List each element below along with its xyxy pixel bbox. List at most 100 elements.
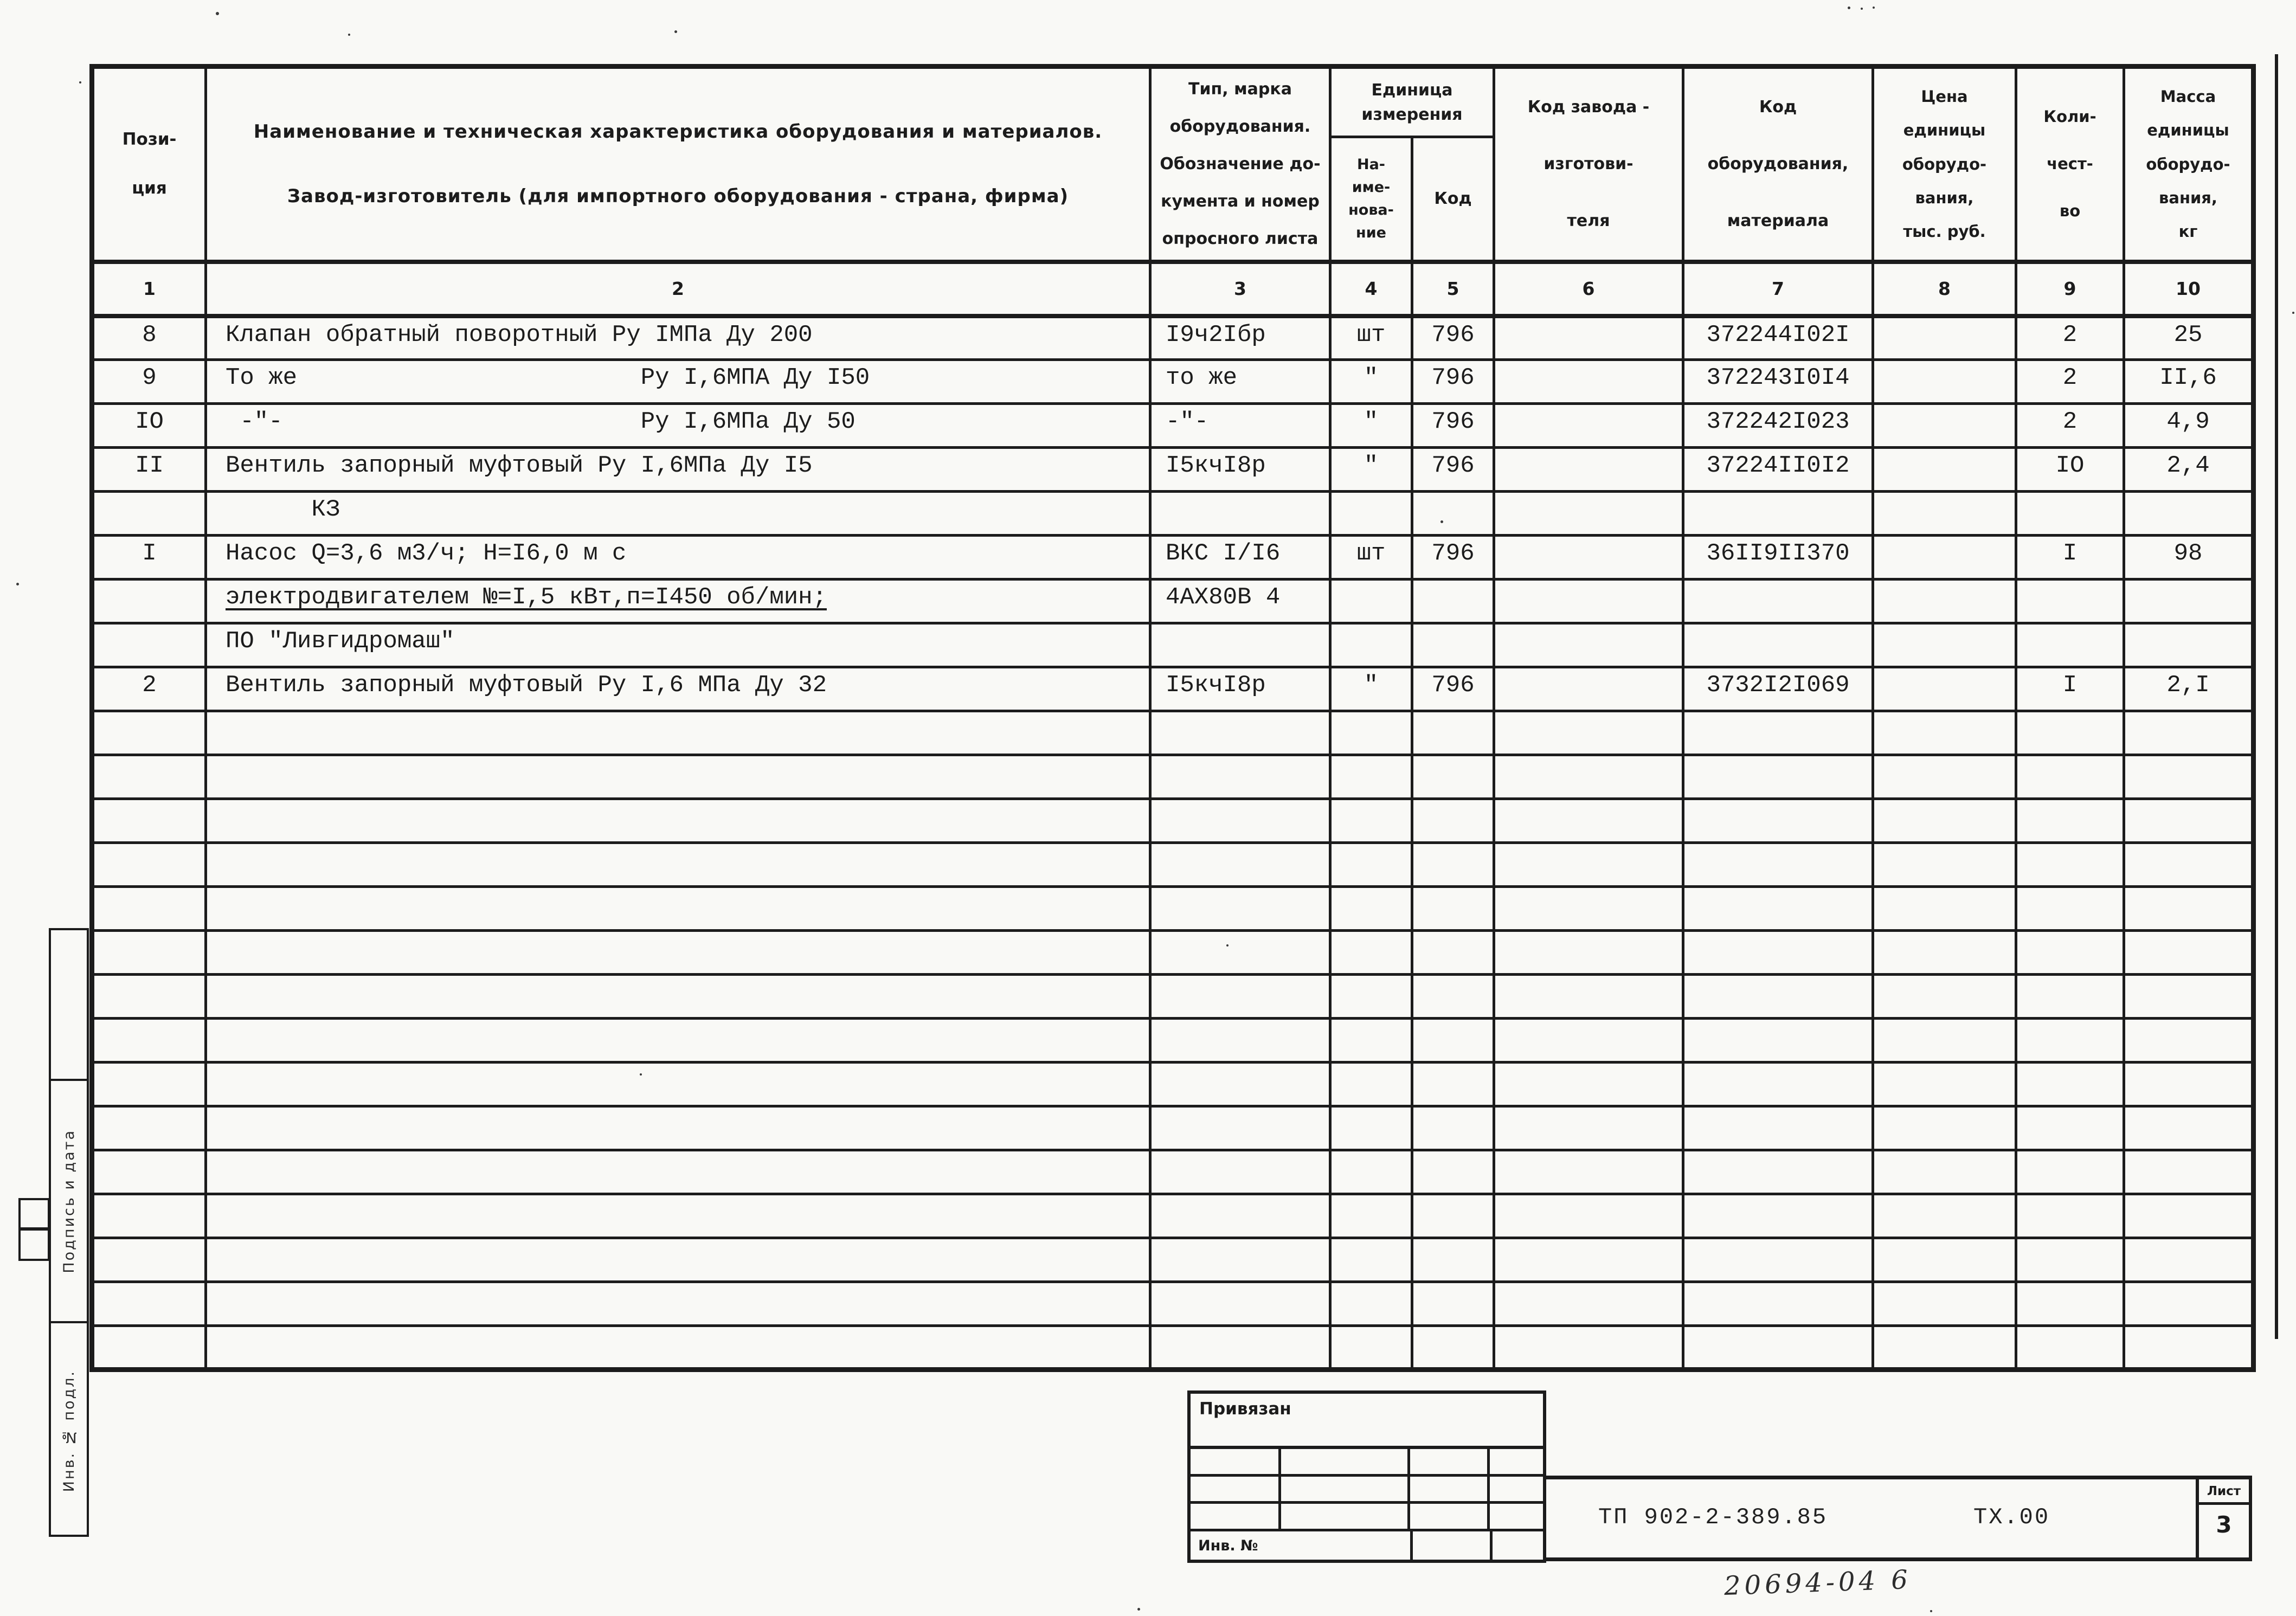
cell-c8 [1871,490,2017,537]
cell-c5: 796 [1411,402,1495,449]
header-factory-code: Код завода - изготови- теля [1493,65,1684,263]
cell-c2 [204,1061,1152,1108]
cell-c8 [1871,314,2017,361]
cell-c10 [2123,1061,2255,1108]
left-margin-box [18,1228,50,1261]
cell-c3 [1149,885,1332,932]
cell-c2 [204,797,1152,844]
cell-c7 [1682,710,1874,756]
cell-c5 [1411,797,1495,844]
cell-c5: 796 [1411,446,1495,493]
cell-c10: 25 [2123,314,2255,361]
grid-cell [1490,1449,1543,1477]
cell-c7: 372244I02I [1682,314,1874,361]
cell-c1: I [91,534,207,581]
header-quantity: Коли- чест- во [2015,65,2125,263]
cell-c2 [204,1280,1152,1327]
cell-c6 [1493,446,1684,493]
cell-c3 [1149,754,1332,800]
cell-c8 [1871,710,2017,756]
table-row: КЗ [91,490,2255,537]
scan-speck [2292,312,2294,314]
table-row: электродвигателем №=I,5 кВт,п=I450 об/ми… [91,578,2255,624]
cell-c5 [1411,1017,1495,1064]
cell-c9 [2015,754,2125,800]
cell-c5 [1411,1105,1495,1151]
title-block-grid [1191,1449,1543,1531]
cell-c3 [1149,1193,1332,1239]
table-row [91,1149,2255,1195]
cell-c4 [1329,754,1413,800]
cell-c1 [91,1280,207,1327]
column-number-9: 9 [2015,259,2125,318]
cell-c5: 796 [1411,666,1495,712]
cell-c6 [1493,578,1684,624]
cell-c1: 9 [91,358,207,405]
table-row [91,1324,2255,1371]
grid-cell [1410,1476,1490,1504]
cell-c2: Вентиль запорный муфтовый Ру I,6МПа Ду I… [204,446,1152,493]
cell-c7 [1682,578,1874,624]
grid-cell [1191,1449,1281,1477]
stamp-cell-empty [51,930,87,1081]
divider [1490,1531,1493,1560]
cell-c10 [2123,841,2255,888]
cell-c9 [2015,885,2125,932]
cell-c7 [1682,622,1874,668]
cell-c1 [91,1193,207,1239]
cell-c9 [2015,1193,2125,1239]
cell-c5 [1411,1280,1495,1327]
cell-c6 [1493,534,1684,581]
scan-speck [674,30,677,33]
cell-c7 [1682,929,1874,976]
left-stamp-strip: Подпись и дата Инв. № подл. [49,928,89,1537]
cell-c1 [91,841,207,888]
cell-c2 [204,929,1152,976]
cell-c10: 2,I [2123,666,2255,712]
cell-c7: 36II9II370 [1682,534,1874,581]
grid-cell [1410,1504,1490,1531]
cell-c4: " [1329,358,1413,405]
cell-c2 [204,1193,1152,1239]
cell-c6 [1493,622,1684,668]
header-equipment-code: Код оборудования, материала [1682,65,1874,263]
cell-c2 [204,1324,1152,1371]
cell-c5: 796 [1411,534,1495,581]
cell-c10 [2123,1017,2255,1064]
cell-c3 [1149,1324,1332,1371]
cell-c6 [1493,885,1684,932]
grid-cell [1281,1449,1410,1477]
cell-c9 [2015,578,2125,624]
column-number-1: 1 [91,259,207,318]
cell-c5 [1411,1324,1495,1371]
cell-c4 [1329,797,1413,844]
column-number-5: 5 [1411,259,1495,318]
cell-c9 [2015,710,2125,756]
cell-c10: 4,9 [2123,402,2255,449]
cell-c9: 2 [2015,402,2125,449]
cell-c10 [2123,622,2255,668]
cell-c10 [2123,885,2255,932]
cell-c3 [1149,841,1332,888]
cell-c10 [2123,1280,2255,1327]
table-row [91,797,2255,844]
document-code: ТХ.00 [1973,1504,2050,1530]
cell-c3: I5кчI8р [1149,666,1332,712]
table-row [91,929,2255,976]
cell-c10 [2123,490,2255,537]
cell-c5 [1411,973,1495,1020]
cell-c8 [1871,1324,2017,1371]
cell-c1 [91,490,207,537]
table-row: IO -"- Ру I,6МПа Ду 50 -"- " 796 372242I023 2… [91,402,2255,449]
cell-c7 [1682,797,1874,844]
cell-c6 [1493,1061,1684,1108]
scan-speck [1848,7,1850,9]
cell-c9 [2015,1061,2125,1108]
spec-table-body: 8 Клапан обратный поворотный Ру IМПа Ду 2… [91,314,2255,1371]
cell-c5 [1411,1149,1495,1195]
header-type-mark: Тип, марка оборудования. Обозначение до-… [1149,65,1332,263]
grid-cell [1410,1449,1490,1477]
cell-c4 [1329,1280,1413,1327]
header-unit-group: Единица измерения [1329,65,1495,138]
cell-c5 [1411,710,1495,756]
